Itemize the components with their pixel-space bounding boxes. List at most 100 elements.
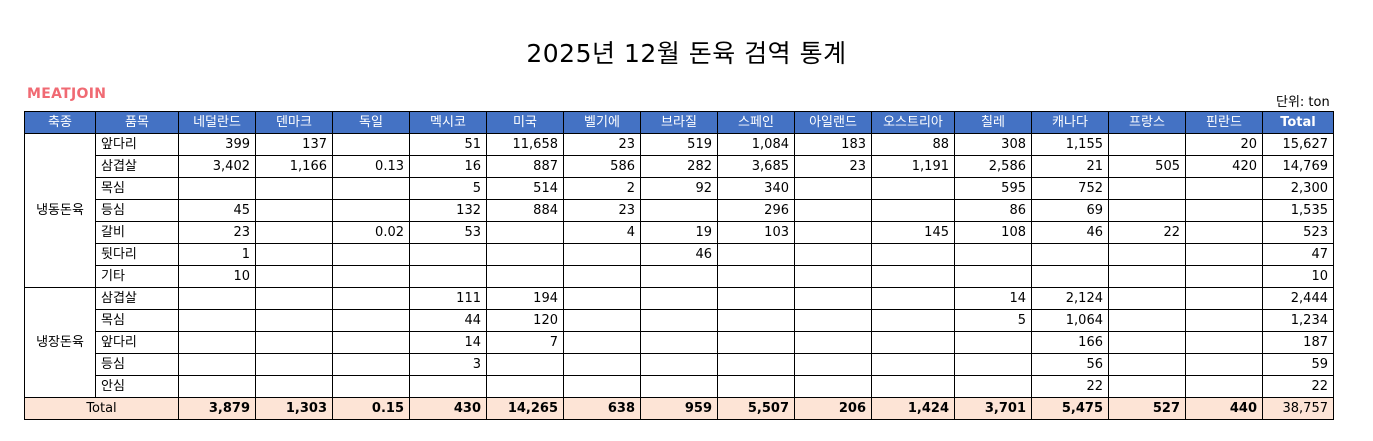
table-cell: 45 bbox=[178, 199, 256, 222]
table-cell: 2,444 bbox=[1262, 287, 1334, 310]
table-cell bbox=[255, 331, 333, 354]
table-cell bbox=[1108, 177, 1186, 200]
table-cell: 23 bbox=[563, 199, 641, 222]
table-cell: 21 bbox=[1031, 155, 1109, 178]
table-cell bbox=[1108, 375, 1186, 398]
table-cell: 14,769 bbox=[1262, 155, 1334, 178]
table-cell: 108 bbox=[954, 221, 1032, 244]
item-label: 기타 bbox=[95, 265, 179, 288]
total-cell: 430 bbox=[409, 397, 487, 420]
table-cell: 137 bbox=[255, 133, 333, 156]
table-cell bbox=[717, 287, 795, 310]
table-cell bbox=[954, 243, 1032, 266]
total-label: Total bbox=[24, 397, 179, 420]
table-cell bbox=[1185, 177, 1263, 200]
table-cell bbox=[563, 287, 641, 310]
table-cell bbox=[1108, 353, 1186, 376]
table-cell bbox=[332, 243, 410, 266]
brand-logo: MEATJOIN bbox=[27, 86, 107, 102]
table-cell bbox=[409, 265, 487, 288]
table-cell: 22 bbox=[1262, 375, 1334, 398]
table-cell: 10 bbox=[178, 265, 256, 288]
table-cell bbox=[871, 243, 955, 266]
table-cell bbox=[871, 287, 955, 310]
total-row: Total 3,879 1,303 0.15 430 14,265 638 959 5,507 2… bbox=[24, 397, 1334, 420]
total-cell: 5,507 bbox=[717, 397, 795, 420]
table-cell: 14 bbox=[954, 287, 1032, 310]
page-title: 2025년 12월 돈육 검역 통계 bbox=[526, 39, 847, 68]
table-cell bbox=[640, 265, 718, 288]
table-cell bbox=[563, 331, 641, 354]
column-header: 아일랜드 bbox=[794, 111, 872, 134]
item-label: 뒷다리 bbox=[95, 243, 179, 266]
table-row: 앞다리 14 7 166 187 bbox=[25, 331, 1334, 354]
total-cell: 527 bbox=[1108, 397, 1186, 420]
table-cell: 282 bbox=[640, 155, 718, 178]
table-row: 안심 22 22 bbox=[25, 375, 1334, 398]
table-cell: 2,300 bbox=[1262, 177, 1334, 200]
table-row: 냉동돈육 앞다리 399 137 51 11,658 23 519 1,084 183 88 308 1… bbox=[24, 133, 1334, 288]
table-cell: 69 bbox=[1031, 199, 1109, 222]
table-cell: 10 bbox=[1262, 265, 1334, 288]
table-cell bbox=[563, 243, 641, 266]
table-cell: 183 bbox=[794, 133, 872, 156]
table-cell: 505 bbox=[1108, 155, 1186, 178]
table-cell bbox=[332, 309, 410, 332]
table-cell: 120 bbox=[486, 309, 564, 332]
table-cell: 59 bbox=[1262, 353, 1334, 376]
table-row: 뒷다리 1 46 47 bbox=[25, 243, 1334, 266]
table-cell bbox=[1185, 221, 1263, 244]
total-cell: 38,757 bbox=[1262, 397, 1334, 420]
table-cell: 47 bbox=[1262, 243, 1334, 266]
table-cell: 86 bbox=[954, 199, 1032, 222]
item-label: 목심 bbox=[95, 177, 179, 200]
table-cell bbox=[255, 199, 333, 222]
table-cell: 46 bbox=[1031, 221, 1109, 244]
total-cell: 638 bbox=[563, 397, 641, 420]
table-cell bbox=[871, 375, 955, 398]
table-cell bbox=[486, 243, 564, 266]
table-cell bbox=[794, 221, 872, 244]
table-cell bbox=[332, 331, 410, 354]
total-cell: 206 bbox=[794, 397, 872, 420]
table-cell bbox=[1185, 353, 1263, 376]
total-cell: 5,475 bbox=[1031, 397, 1109, 420]
total-cell: 14,265 bbox=[486, 397, 564, 420]
table-cell bbox=[563, 309, 641, 332]
table-cell: 20 bbox=[1185, 133, 1263, 156]
table-cell bbox=[1108, 287, 1186, 310]
table-cell: 1,155 bbox=[1031, 133, 1109, 156]
table-cell: 7 bbox=[486, 331, 564, 354]
table-cell: 132 bbox=[409, 199, 487, 222]
table-cell bbox=[332, 375, 410, 398]
item-label: 갈비 bbox=[95, 221, 179, 244]
table-cell bbox=[871, 331, 955, 354]
column-header: 오스트리아 bbox=[871, 111, 955, 134]
table-cell bbox=[563, 353, 641, 376]
table-cell: 2,586 bbox=[954, 155, 1032, 178]
column-header: 칠레 bbox=[954, 111, 1032, 134]
item-label: 등심 bbox=[95, 199, 179, 222]
table-cell bbox=[332, 353, 410, 376]
table-cell bbox=[717, 243, 795, 266]
table-cell: 166 bbox=[1031, 331, 1109, 354]
table-cell bbox=[255, 265, 333, 288]
table-cell: 1,535 bbox=[1262, 199, 1334, 222]
table-cell: 514 bbox=[486, 177, 564, 200]
column-header: 덴마크 bbox=[255, 111, 333, 134]
table-cell: 586 bbox=[563, 155, 641, 178]
table-cell bbox=[954, 353, 1032, 376]
header-row: 축종 품목 네덜란드 덴마크 독일 멕시코 미국 벨기에 브라질 스페인 아일랜드 오스트리아 칠레 캐나… bbox=[24, 111, 1334, 134]
table-cell bbox=[794, 199, 872, 222]
table-cell bbox=[1108, 133, 1186, 156]
table-cell bbox=[332, 287, 410, 310]
table-cell bbox=[332, 199, 410, 222]
table-cell: 595 bbox=[954, 177, 1032, 200]
table-cell: 145 bbox=[871, 221, 955, 244]
table-cell: 3 bbox=[409, 353, 487, 376]
table-cell bbox=[486, 265, 564, 288]
table-cell bbox=[486, 375, 564, 398]
table-cell bbox=[1108, 309, 1186, 332]
table-cell bbox=[178, 287, 256, 310]
table-cell bbox=[871, 199, 955, 222]
